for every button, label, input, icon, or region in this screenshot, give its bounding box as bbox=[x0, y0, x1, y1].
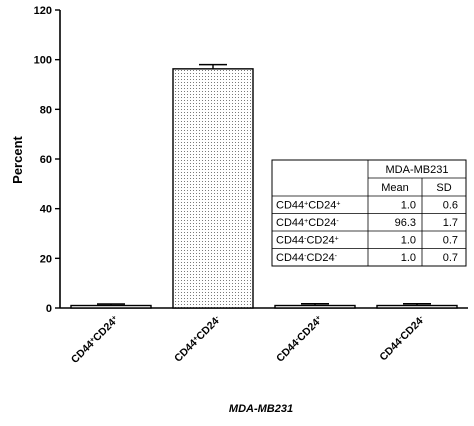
x-tick-label: CD44+CD24- bbox=[172, 313, 223, 364]
x-tick-label: CD44+CD24+ bbox=[69, 314, 121, 366]
table-row-label: CD44-CD24- bbox=[276, 252, 338, 264]
table-cell-sd: 0.6 bbox=[443, 200, 458, 212]
x-category-label: CD44+CD24- bbox=[172, 313, 223, 365]
x-category-label: CD44-CD24- bbox=[377, 313, 427, 364]
y-tick-label: 80 bbox=[40, 104, 52, 116]
table-cell-mean: 1.0 bbox=[401, 200, 416, 212]
x-tick-label: CD44-CD24+ bbox=[274, 314, 325, 365]
table-cell-mean: 1.0 bbox=[401, 252, 416, 264]
bar bbox=[172, 68, 254, 309]
table-cell-sd: 0.7 bbox=[443, 252, 458, 264]
y-tick-label: 120 bbox=[34, 5, 52, 17]
bar bbox=[70, 304, 152, 309]
table-header-mean: Mean bbox=[381, 182, 409, 194]
table-cell-sd: 0.7 bbox=[443, 235, 458, 247]
x-category-labels: CD44+CD24+ CD44+CD24- CD44-CD24+ CD44-CD24- bbox=[69, 313, 427, 366]
table-title: MDA-MB231 bbox=[386, 164, 449, 176]
table-cell-sd: 1.7 bbox=[443, 217, 458, 229]
x-axis-title: MDA-MB231 bbox=[229, 403, 293, 415]
bar bbox=[274, 304, 356, 309]
y-tick-label: 100 bbox=[34, 55, 52, 67]
y-axis-title: Percent bbox=[10, 135, 25, 183]
table-row-label: CD44+CD24- bbox=[276, 217, 339, 229]
x-tick-label: CD44-CD24- bbox=[377, 313, 427, 363]
x-category-label: CD44+CD24+ bbox=[69, 314, 121, 366]
stats-table: MDA-MB231 Mean SD CD44+CD24+ 1.0 0.6 CD44+CD24… bbox=[271, 159, 467, 267]
bar bbox=[376, 304, 458, 309]
y-tick-label: 60 bbox=[40, 154, 52, 166]
bars bbox=[70, 63, 458, 309]
table-row-label: CD44-CD24+ bbox=[276, 235, 339, 247]
y-tick-label: 20 bbox=[40, 253, 52, 265]
x-category-label: CD44-CD24+ bbox=[274, 314, 325, 365]
table-cell-mean: 96.3 bbox=[395, 217, 416, 229]
y-tick-label: 40 bbox=[40, 204, 52, 216]
table-cell-mean: 1.0 bbox=[401, 235, 416, 247]
table-row-label: CD44+CD24+ bbox=[276, 200, 340, 212]
y-tick-label: 0 bbox=[46, 303, 52, 315]
table-header-sd: SD bbox=[436, 182, 451, 194]
